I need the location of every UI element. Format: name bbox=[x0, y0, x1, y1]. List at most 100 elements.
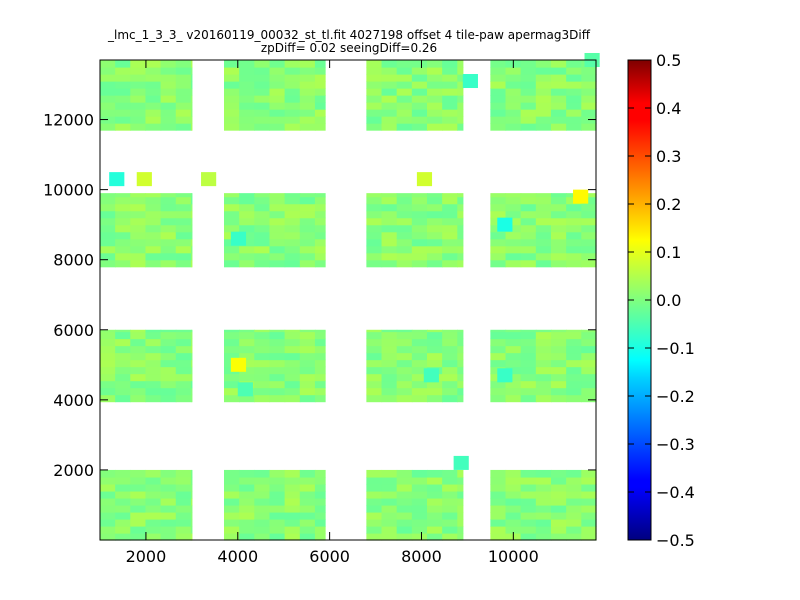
heatmap-cell bbox=[314, 380, 326, 389]
heatmap-cell bbox=[566, 224, 582, 233]
heatmap-cell bbox=[366, 483, 383, 492]
heatmap-cell bbox=[175, 532, 192, 541]
y-tick-label: 6000 bbox=[53, 321, 94, 340]
heatmap-cell bbox=[115, 380, 131, 389]
heatmap-cell bbox=[581, 387, 597, 396]
heatmap-cell bbox=[239, 196, 255, 205]
heatmap-cell bbox=[269, 109, 286, 117]
heatmap-cell bbox=[426, 504, 443, 513]
heatmap-cell bbox=[396, 331, 413, 340]
heatmap-cell bbox=[550, 469, 567, 478]
heatmap-cell bbox=[520, 196, 537, 205]
heatmap-cell bbox=[145, 497, 162, 506]
heatmap-cell bbox=[505, 123, 522, 131]
heatmap-cell bbox=[130, 338, 147, 347]
heatmap-cell bbox=[520, 345, 537, 354]
heatmap-cell bbox=[130, 252, 147, 261]
heatmap-cell bbox=[314, 217, 326, 226]
heatmap-cell bbox=[426, 238, 443, 247]
heatmap-cell bbox=[457, 259, 464, 268]
heatmap-cell bbox=[160, 88, 177, 96]
heatmap-cell bbox=[520, 193, 537, 198]
heatmap-cell bbox=[145, 387, 162, 396]
heatmap-cell bbox=[490, 518, 507, 527]
heatmap-cell bbox=[581, 81, 597, 89]
heatmap-cell bbox=[175, 497, 192, 506]
heatmap-cell bbox=[190, 476, 193, 485]
heatmap-cell bbox=[175, 525, 192, 534]
heatmap-cell bbox=[457, 196, 464, 205]
heatmap-cell bbox=[520, 373, 537, 382]
heatmap-cell bbox=[269, 217, 286, 226]
heatmap-cell bbox=[284, 109, 301, 117]
heatmap-cell bbox=[381, 373, 398, 382]
heatmap-cell bbox=[457, 511, 464, 520]
heatmap-cell bbox=[100, 102, 116, 110]
heatmap-cell bbox=[457, 373, 464, 382]
heatmap-cell bbox=[299, 497, 316, 506]
heatmap-cell bbox=[411, 373, 428, 382]
heatmap-cell bbox=[100, 210, 116, 219]
heatmap-cell bbox=[505, 490, 522, 499]
heatmap-cell bbox=[426, 387, 443, 396]
heatmap-cell bbox=[366, 109, 383, 117]
heatmap-cell bbox=[269, 60, 286, 68]
heatmap-cell bbox=[426, 518, 443, 527]
heatmap-cell bbox=[115, 196, 131, 205]
heatmap-cell bbox=[396, 497, 413, 506]
heatmap-cell bbox=[100, 81, 116, 89]
heatmap-cell bbox=[396, 95, 413, 103]
heatmap-cell bbox=[426, 203, 443, 212]
heatmap-cell bbox=[299, 196, 316, 205]
heatmap-cell bbox=[381, 60, 398, 68]
heatmap-cell bbox=[505, 483, 522, 492]
heatmap-cell bbox=[411, 329, 428, 333]
heatmap-cell bbox=[566, 102, 582, 110]
heatmap-cell bbox=[566, 210, 582, 219]
heatmap-cell bbox=[581, 532, 597, 541]
heatmap-cell bbox=[566, 329, 582, 333]
heatmap-cell bbox=[254, 329, 271, 333]
heatmap-cell bbox=[130, 116, 147, 124]
heatmap-cell bbox=[269, 345, 286, 354]
heatmap-cell bbox=[284, 373, 301, 382]
heatmap-cell bbox=[396, 387, 413, 396]
heatmap-cell bbox=[566, 60, 582, 68]
heatmap-cell bbox=[115, 329, 131, 333]
heatmap-cell-highlight bbox=[136, 172, 152, 187]
heatmap-cell bbox=[314, 224, 326, 233]
heatmap-cell bbox=[520, 329, 537, 333]
heatmap-cell bbox=[269, 231, 286, 240]
heatmap-cell bbox=[130, 490, 147, 499]
heatmap-cell bbox=[566, 67, 582, 75]
heatmap-cell bbox=[239, 88, 255, 96]
heatmap-cell bbox=[490, 359, 507, 368]
heatmap-cell bbox=[160, 329, 177, 333]
x-tick-label: 2000 bbox=[126, 547, 167, 566]
colorbar-tick-label: 0.5 bbox=[656, 51, 681, 70]
heatmap-cell bbox=[115, 95, 131, 103]
heatmap-cell bbox=[505, 338, 522, 347]
heatmap-cell bbox=[520, 511, 537, 520]
heatmap-cell bbox=[254, 469, 271, 478]
heatmap-cell bbox=[442, 231, 458, 240]
heatmap-cell bbox=[130, 380, 147, 389]
heatmap-cell bbox=[457, 245, 464, 254]
heatmap-cell bbox=[115, 387, 131, 396]
heatmap-cell bbox=[299, 203, 316, 212]
heatmap-cell bbox=[299, 469, 316, 478]
heatmap-cell bbox=[175, 483, 192, 492]
heatmap-cell bbox=[366, 95, 383, 103]
heatmap-cell bbox=[130, 331, 147, 340]
heatmap-cell bbox=[269, 387, 286, 396]
heatmap-cell bbox=[160, 394, 177, 403]
heatmap-cell bbox=[490, 252, 507, 261]
heatmap-cell bbox=[160, 102, 177, 110]
heatmap-cell bbox=[145, 217, 162, 226]
heatmap-cell bbox=[160, 331, 177, 340]
heatmap-cell bbox=[314, 387, 326, 396]
heatmap-cell bbox=[381, 345, 398, 354]
heatmap-cell bbox=[224, 196, 240, 205]
heatmap-cell bbox=[535, 394, 552, 403]
heatmap-cell bbox=[581, 231, 597, 240]
